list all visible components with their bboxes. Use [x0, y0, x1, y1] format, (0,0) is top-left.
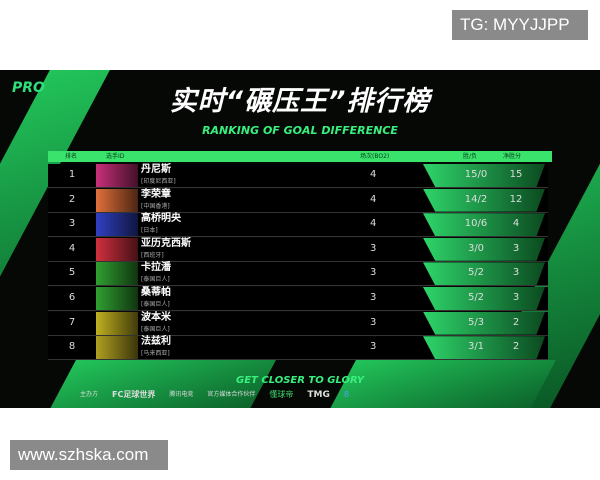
country-image [96, 237, 138, 261]
table-header: 排名 选手ID 场次(BO2) 胜/负 净胜分 [48, 151, 552, 162]
header-games: 场次(BO2) [360, 153, 390, 160]
player-country: [泰国巨人] [141, 325, 170, 333]
watermark-top: TG: MYYJJPP [452, 10, 588, 40]
score-bg [423, 262, 545, 286]
player-name: 波本米 [141, 311, 171, 323]
win-loss: 14/2 [464, 193, 488, 205]
header-player: 选手ID [106, 153, 125, 160]
player-country: [西班牙] [141, 251, 164, 259]
watermark-bottom: www.szhska.com [10, 440, 168, 470]
player-name: 卡拉潘 [141, 262, 171, 274]
games: 3 [370, 242, 377, 254]
net-score: 3 [512, 292, 520, 303]
country-image [96, 213, 138, 237]
score-bg [423, 287, 545, 310]
games: 3 [370, 316, 377, 328]
win-loss: 3/0 [467, 242, 485, 254]
sponsor: 主办方 [80, 391, 99, 398]
player-name: 李荣章 [141, 188, 171, 200]
table-row: 5 卡拉潘 [泰国巨人] 3 5/2 3 [48, 262, 548, 287]
table-row: 8 法兹利 [马来西亚] 3 3/1 2 [48, 336, 548, 361]
player-country: [印度尼西亚] [141, 178, 176, 185]
table-row: 7 波本米 [泰国巨人] 3 5/3 2 [48, 311, 548, 336]
player-name: 丹尼斯 [141, 164, 171, 175]
win-loss: 5/3 [467, 316, 485, 328]
games: 3 [370, 292, 377, 303]
score-bg [423, 188, 545, 212]
table-row: 1 丹尼斯 [印度尼西亚] 4 15/0 15 [48, 164, 548, 188]
player-country: [日本] [141, 227, 158, 235]
sponsor: TMG [307, 390, 330, 400]
score-bg [423, 311, 545, 335]
table-row: 6 桑蒂帕 [泰国巨人] 3 5/2 3 [48, 287, 548, 311]
header-wl: 胜/负 [463, 153, 478, 160]
player-country: [马来西亚] [141, 350, 170, 358]
rank: 7 [68, 316, 76, 328]
net-score: 12 [509, 193, 523, 205]
net-score: 2 [512, 316, 520, 328]
win-loss: 3/1 [467, 341, 485, 353]
score-bg [423, 164, 545, 187]
player-country: [泰国巨人] [141, 301, 170, 308]
table-row: 4 亚历克西斯 [西班牙] 3 3/0 3 [48, 237, 548, 262]
net-score: 2 [512, 341, 520, 353]
country-image [96, 262, 138, 286]
games: 4 [370, 218, 377, 230]
win-loss: 10/6 [464, 218, 488, 230]
rank: 1 [68, 169, 76, 180]
player-name: 桑蒂帕 [141, 287, 171, 298]
win-loss: 15/0 [464, 169, 488, 180]
score-bg [423, 336, 545, 360]
score-bg [423, 213, 545, 237]
net-score: 15 [509, 169, 523, 180]
sponsor: FC足球世界 [112, 390, 156, 399]
page-title: 实时“碾压王”排行榜 [169, 86, 431, 117]
sponsor-bar: 主办方 FC足球世界 腾讯电竞 官方媒体合作伙伴 懂球帝 TMG 8 [80, 390, 540, 400]
rank: 6 [68, 292, 76, 303]
rank: 8 [68, 341, 76, 353]
games: 3 [370, 267, 377, 279]
table-row: 2 李荣章 [中国香港] 4 14/2 12 [48, 188, 548, 213]
win-loss: 5/2 [467, 292, 485, 303]
score-bg [423, 237, 545, 261]
country-image [96, 188, 138, 212]
player-country: [中国香港] [141, 202, 170, 210]
rank: 2 [68, 193, 76, 205]
sponsor: 懂球帝 [269, 390, 294, 399]
page-subtitle: RANKING OF GOAL DIFFERENCE [202, 124, 398, 137]
country-image [96, 164, 138, 187]
net-score: 3 [512, 267, 520, 279]
header-rank: 排名 [65, 153, 78, 160]
player-name: 高桥明央 [141, 213, 181, 225]
header-net: 净胜分 [503, 153, 522, 160]
player-name: 法兹利 [141, 336, 171, 348]
games: 3 [370, 341, 377, 353]
leaderboard-panel: PRO 实时“碾压王”排行榜 RANKING OF GOAL DIFFERENC… [0, 70, 600, 408]
net-score: 3 [512, 242, 520, 254]
rank: 3 [68, 218, 76, 230]
rank: 4 [68, 242, 76, 254]
games: 4 [370, 193, 377, 205]
sponsor: 腾讯电竞 [169, 391, 194, 398]
sponsor: 官方媒体合作伙伴 [207, 391, 256, 398]
country-image [96, 336, 138, 360]
player-country: [泰国巨人] [141, 276, 170, 284]
games: 4 [370, 169, 377, 180]
country-image [96, 311, 138, 335]
tagline: GET CLOSER TO GLORY [236, 375, 364, 386]
player-name: 亚历克西斯 [141, 237, 191, 249]
net-score: 4 [512, 218, 520, 230]
sponsor: 8 [343, 390, 349, 399]
win-loss: 5/2 [467, 267, 485, 279]
pro-logo: PRO [12, 80, 45, 96]
rank: 5 [68, 267, 76, 279]
table-row: 3 高桥明央 [日本] 4 10/6 4 [48, 213, 548, 238]
country-image [96, 287, 138, 310]
